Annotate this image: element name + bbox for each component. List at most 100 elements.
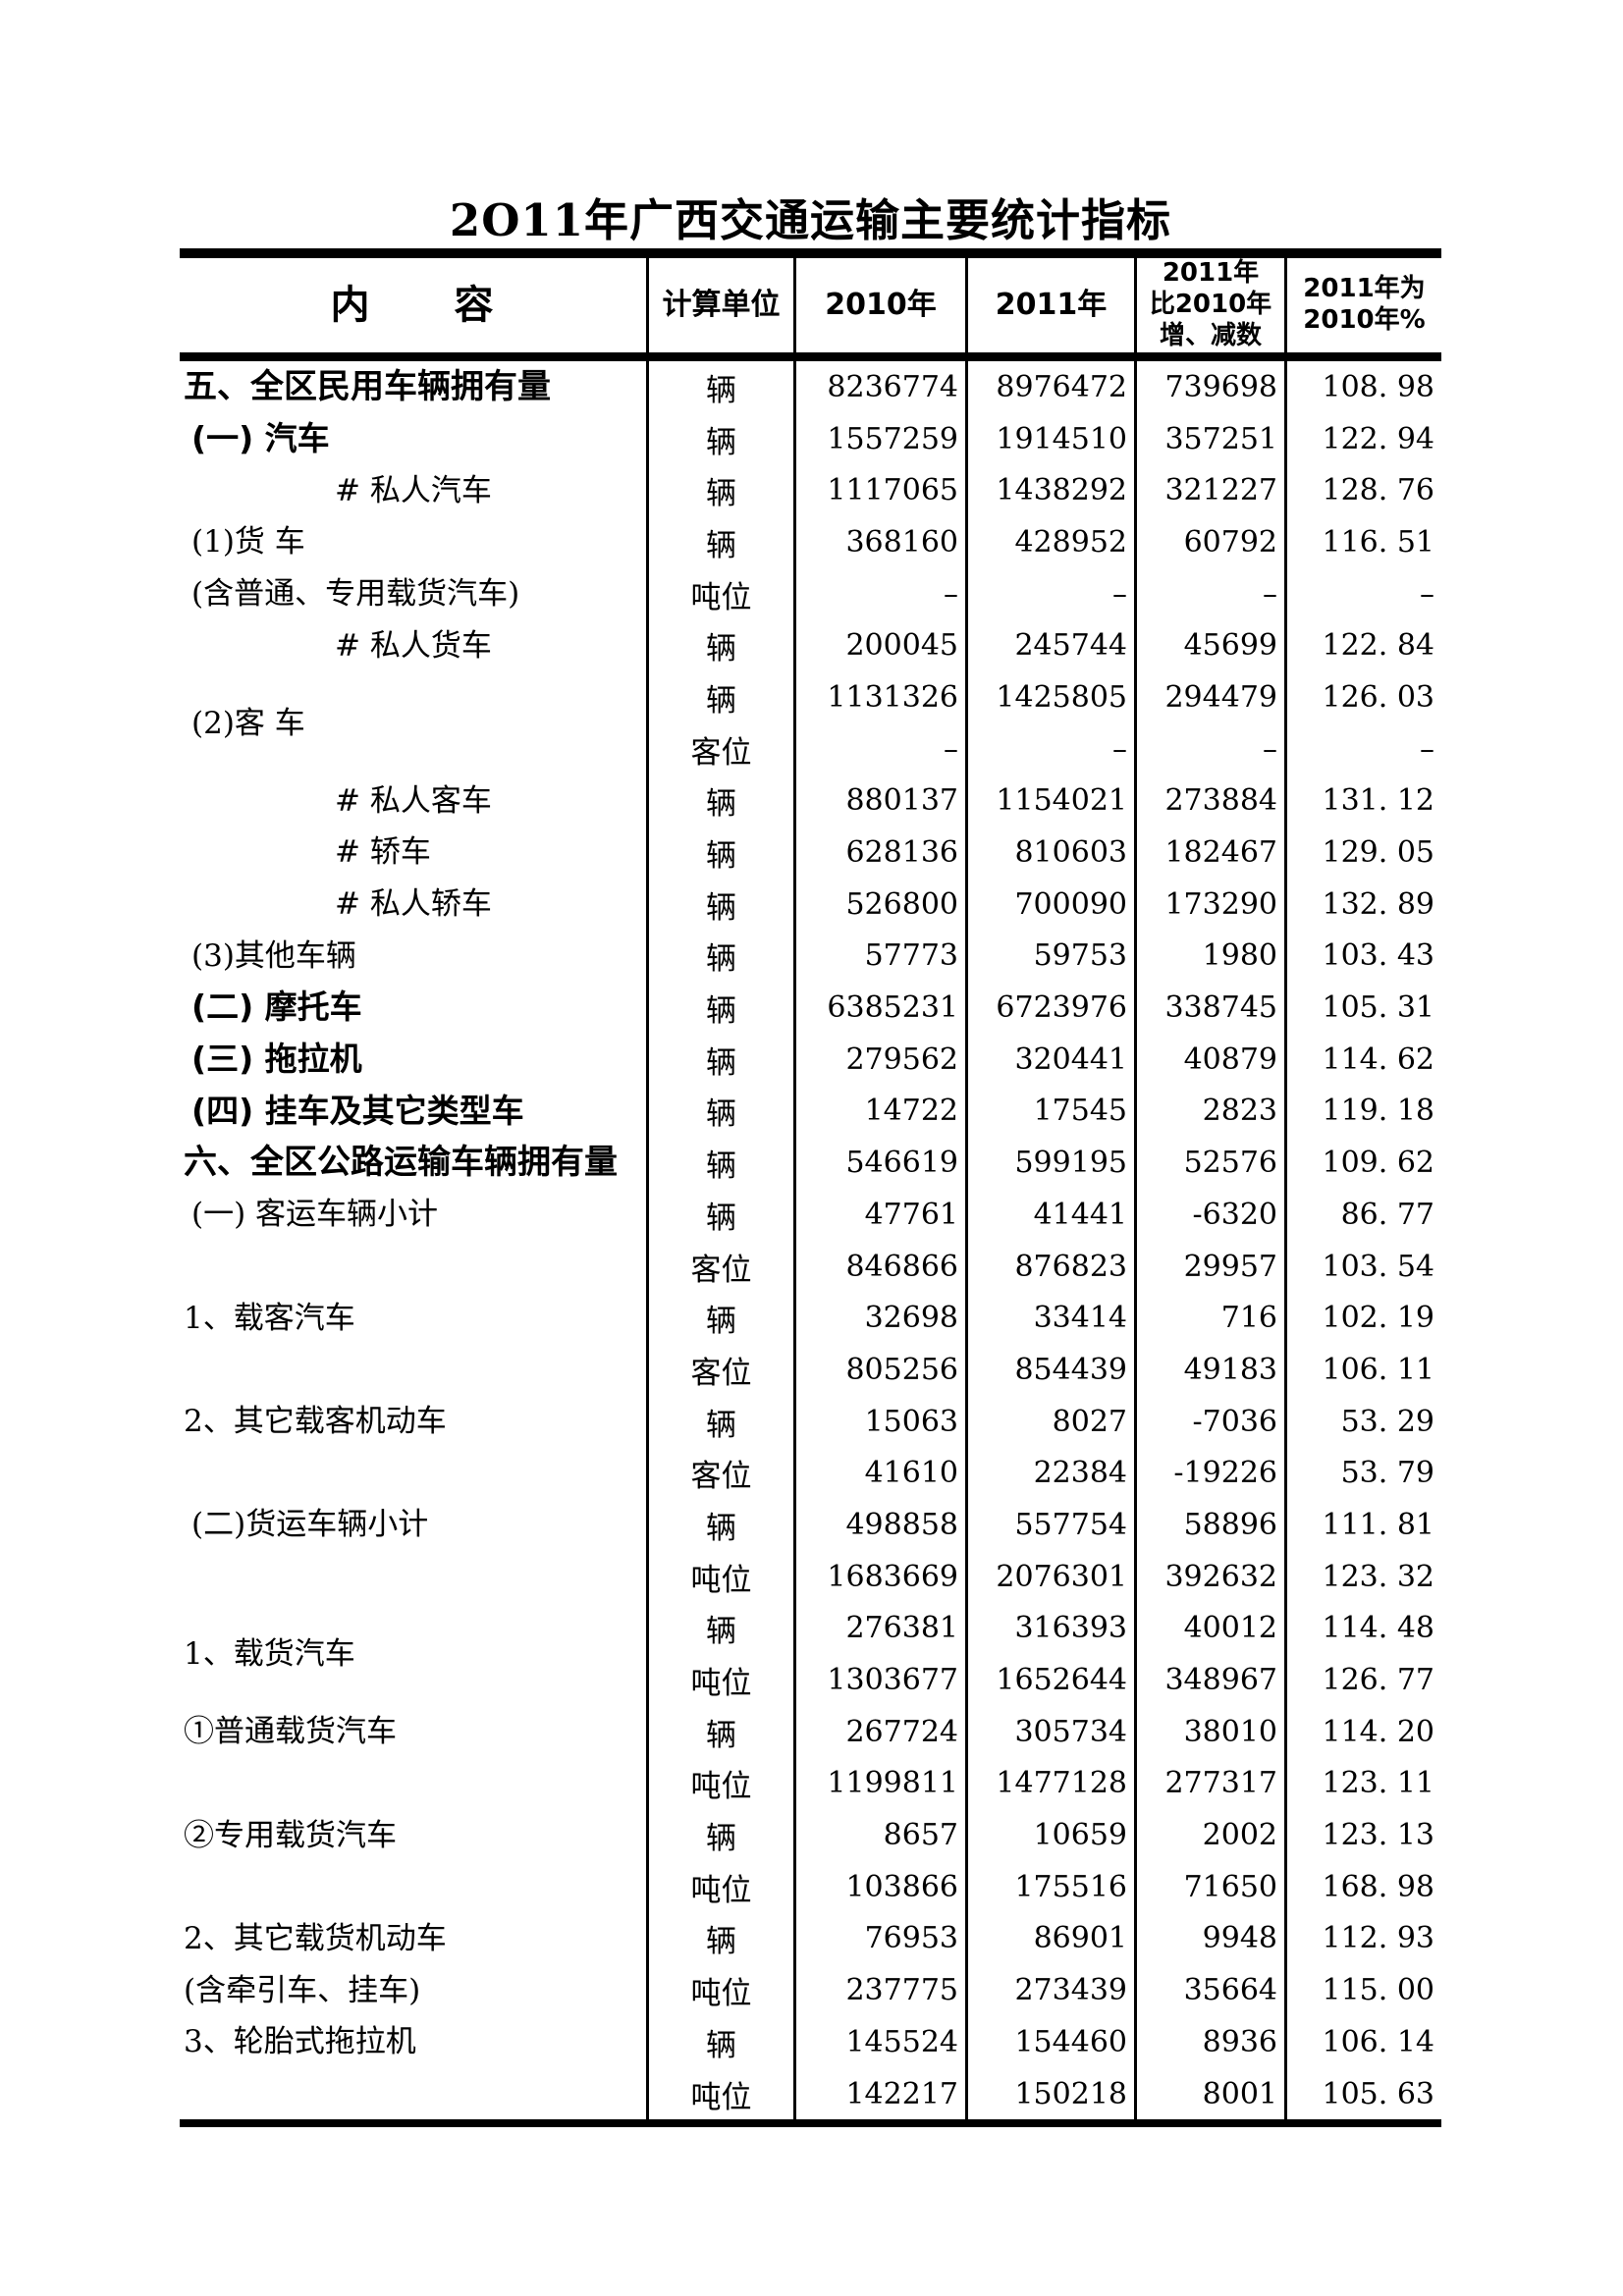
row-label: (3)其他车辆 [180, 931, 646, 983]
cell-2011: 810603 [965, 827, 1134, 879]
header-pct: 2011年为 2010年% [1284, 258, 1441, 352]
row-label-line1: # 轿车 [335, 834, 431, 871]
cell-unit: 辆 [646, 1189, 793, 1241]
cell-unit: 客位 [646, 1344, 793, 1396]
row-label-line1: # 私人轿车 [335, 886, 492, 923]
cell-pct: 119. 18 [1284, 1085, 1441, 1138]
cell-2010: 1131326 [793, 671, 965, 723]
cell-unit: 辆 [646, 464, 793, 517]
row-label: # 私人汽车 [180, 464, 646, 516]
cell-2010: 8657 [793, 1809, 965, 1861]
cell-2011: 2076301 [965, 1550, 1134, 1603]
cell-2011: 1652644 [965, 1654, 1134, 1706]
cell-2011: 154460 [965, 2016, 1134, 2068]
cell-unit: 辆 [646, 1912, 793, 1965]
row-label-line1: # 私人货车 [335, 627, 492, 664]
cell-diff: – [1134, 722, 1284, 775]
cell-2010: 498858 [793, 1499, 965, 1551]
cell-unit: 吨位 [646, 2067, 793, 2120]
cell-2010: 276381 [793, 1602, 965, 1655]
cell-unit: 辆 [646, 1137, 793, 1189]
cell-unit: 吨位 [646, 1654, 793, 1706]
row-label-line1: 2、其它载货机动车 [184, 1920, 447, 1956]
row-label: (一) 汽车 [180, 413, 646, 465]
cell-2010: 846866 [793, 1240, 965, 1293]
cell-2010: 142217 [793, 2067, 965, 2120]
cell-2010: 15063 [793, 1395, 965, 1448]
cell-2011: 599195 [965, 1137, 1134, 1189]
cell-2011: 305734 [965, 1705, 1134, 1758]
cell-diff: 294479 [1134, 671, 1284, 723]
row-label-line1: (二) 摩托车 [191, 988, 362, 1027]
cell-2010: 47761 [793, 1189, 965, 1241]
cell-unit: 辆 [646, 516, 793, 568]
cell-diff: 38010 [1134, 1705, 1284, 1758]
cell-2010: 628136 [793, 827, 965, 879]
cell-diff: 40879 [1134, 1033, 1284, 1086]
cell-diff: 45699 [1134, 619, 1284, 672]
cell-pct: 111. 81 [1284, 1499, 1441, 1551]
cell-2010: 267724 [793, 1705, 965, 1758]
cell-unit: 辆 [646, 619, 793, 672]
cell-2010: 279562 [793, 1033, 965, 1086]
cell-2011: 1425805 [965, 671, 1134, 723]
cell-2011: 8976472 [965, 361, 1134, 413]
cell-unit: 辆 [646, 1292, 793, 1345]
cell-2010: – [793, 722, 965, 775]
cell-diff: 173290 [1134, 878, 1284, 931]
cell-diff: 71650 [1134, 1860, 1284, 1913]
cell-2010: 145524 [793, 2016, 965, 2068]
row-label: # 轿车 [180, 827, 646, 879]
cell-diff: -7036 [1134, 1395, 1284, 1448]
cell-2011: 1438292 [965, 464, 1134, 517]
row-label: 1、载客汽车 [180, 1292, 646, 1395]
cell-2011: 22384 [965, 1447, 1134, 1500]
header-2010: 2010年 [793, 258, 965, 352]
row-label-line1: (2)客 车 [191, 705, 305, 741]
header-unit: 计算单位 [646, 258, 793, 352]
cell-2010: 200045 [793, 619, 965, 672]
cell-pct: 129. 05 [1284, 827, 1441, 879]
cell-unit: 吨位 [646, 1757, 793, 1810]
cell-unit: 吨位 [646, 1860, 793, 1913]
cell-pct: 131. 12 [1284, 774, 1441, 828]
cell-unit: 辆 [646, 361, 793, 413]
cell-diff: 277317 [1134, 1757, 1284, 1810]
cell-pct: 115. 00 [1284, 1964, 1441, 2016]
row-label-line1: ②专用载货汽车 [184, 1817, 397, 1853]
cell-2010: 1117065 [793, 464, 965, 517]
cell-pct: 114. 62 [1284, 1033, 1441, 1086]
row-label-line1: (二)货运车辆小计 [191, 1507, 429, 1543]
row-label-line1: (一) 客运车辆小计 [191, 1197, 439, 1233]
cell-diff: 52576 [1134, 1137, 1284, 1189]
cell-unit: 吨位 [646, 567, 793, 620]
row-label: 六、全区公路运输车辆拥有量 [180, 1137, 646, 1189]
cell-diff: 357251 [1134, 412, 1284, 465]
cell-diff: -19226 [1134, 1447, 1284, 1500]
cell-2010: 6385231 [793, 982, 965, 1034]
cell-unit: 辆 [646, 827, 793, 879]
row-label-line1: 六、全区公路运输车辆拥有量 [184, 1142, 618, 1182]
cell-2010: 805256 [793, 1344, 965, 1396]
cell-pct: 109. 62 [1284, 1137, 1441, 1189]
cell-unit: 辆 [646, 1395, 793, 1448]
cell-diff: 273884 [1134, 774, 1284, 828]
cell-unit: 客位 [646, 1447, 793, 1500]
cell-2011: – [965, 722, 1134, 775]
row-label: 3、轮胎式拖拉机 [180, 2016, 646, 2119]
cell-2011: 33414 [965, 1292, 1134, 1345]
cell-pct: 122. 84 [1284, 619, 1441, 672]
cell-diff: 182467 [1134, 827, 1284, 879]
cell-pct: 122. 94 [1284, 412, 1441, 465]
cell-2010: 880137 [793, 774, 965, 828]
statistics-table: 内 容 计算单位 2010年 2011年 2011年 比2010年 增、减数 2… [180, 248, 1441, 2128]
row-label: 2、其它载货机动车 (含牵引车、挂车) [180, 1913, 646, 2016]
cell-2010: – [793, 567, 965, 620]
row-label-line1: 3、轮胎式拖拉机 [184, 2024, 416, 2060]
row-label: ②专用载货汽车 [180, 1809, 646, 1912]
cell-pct: – [1284, 567, 1441, 620]
row-label: 2、其它载客机动车 [180, 1396, 646, 1499]
cell-2011: 316393 [965, 1602, 1134, 1655]
cell-pct: 123. 11 [1284, 1757, 1441, 1810]
cell-unit: 辆 [646, 1705, 793, 1758]
